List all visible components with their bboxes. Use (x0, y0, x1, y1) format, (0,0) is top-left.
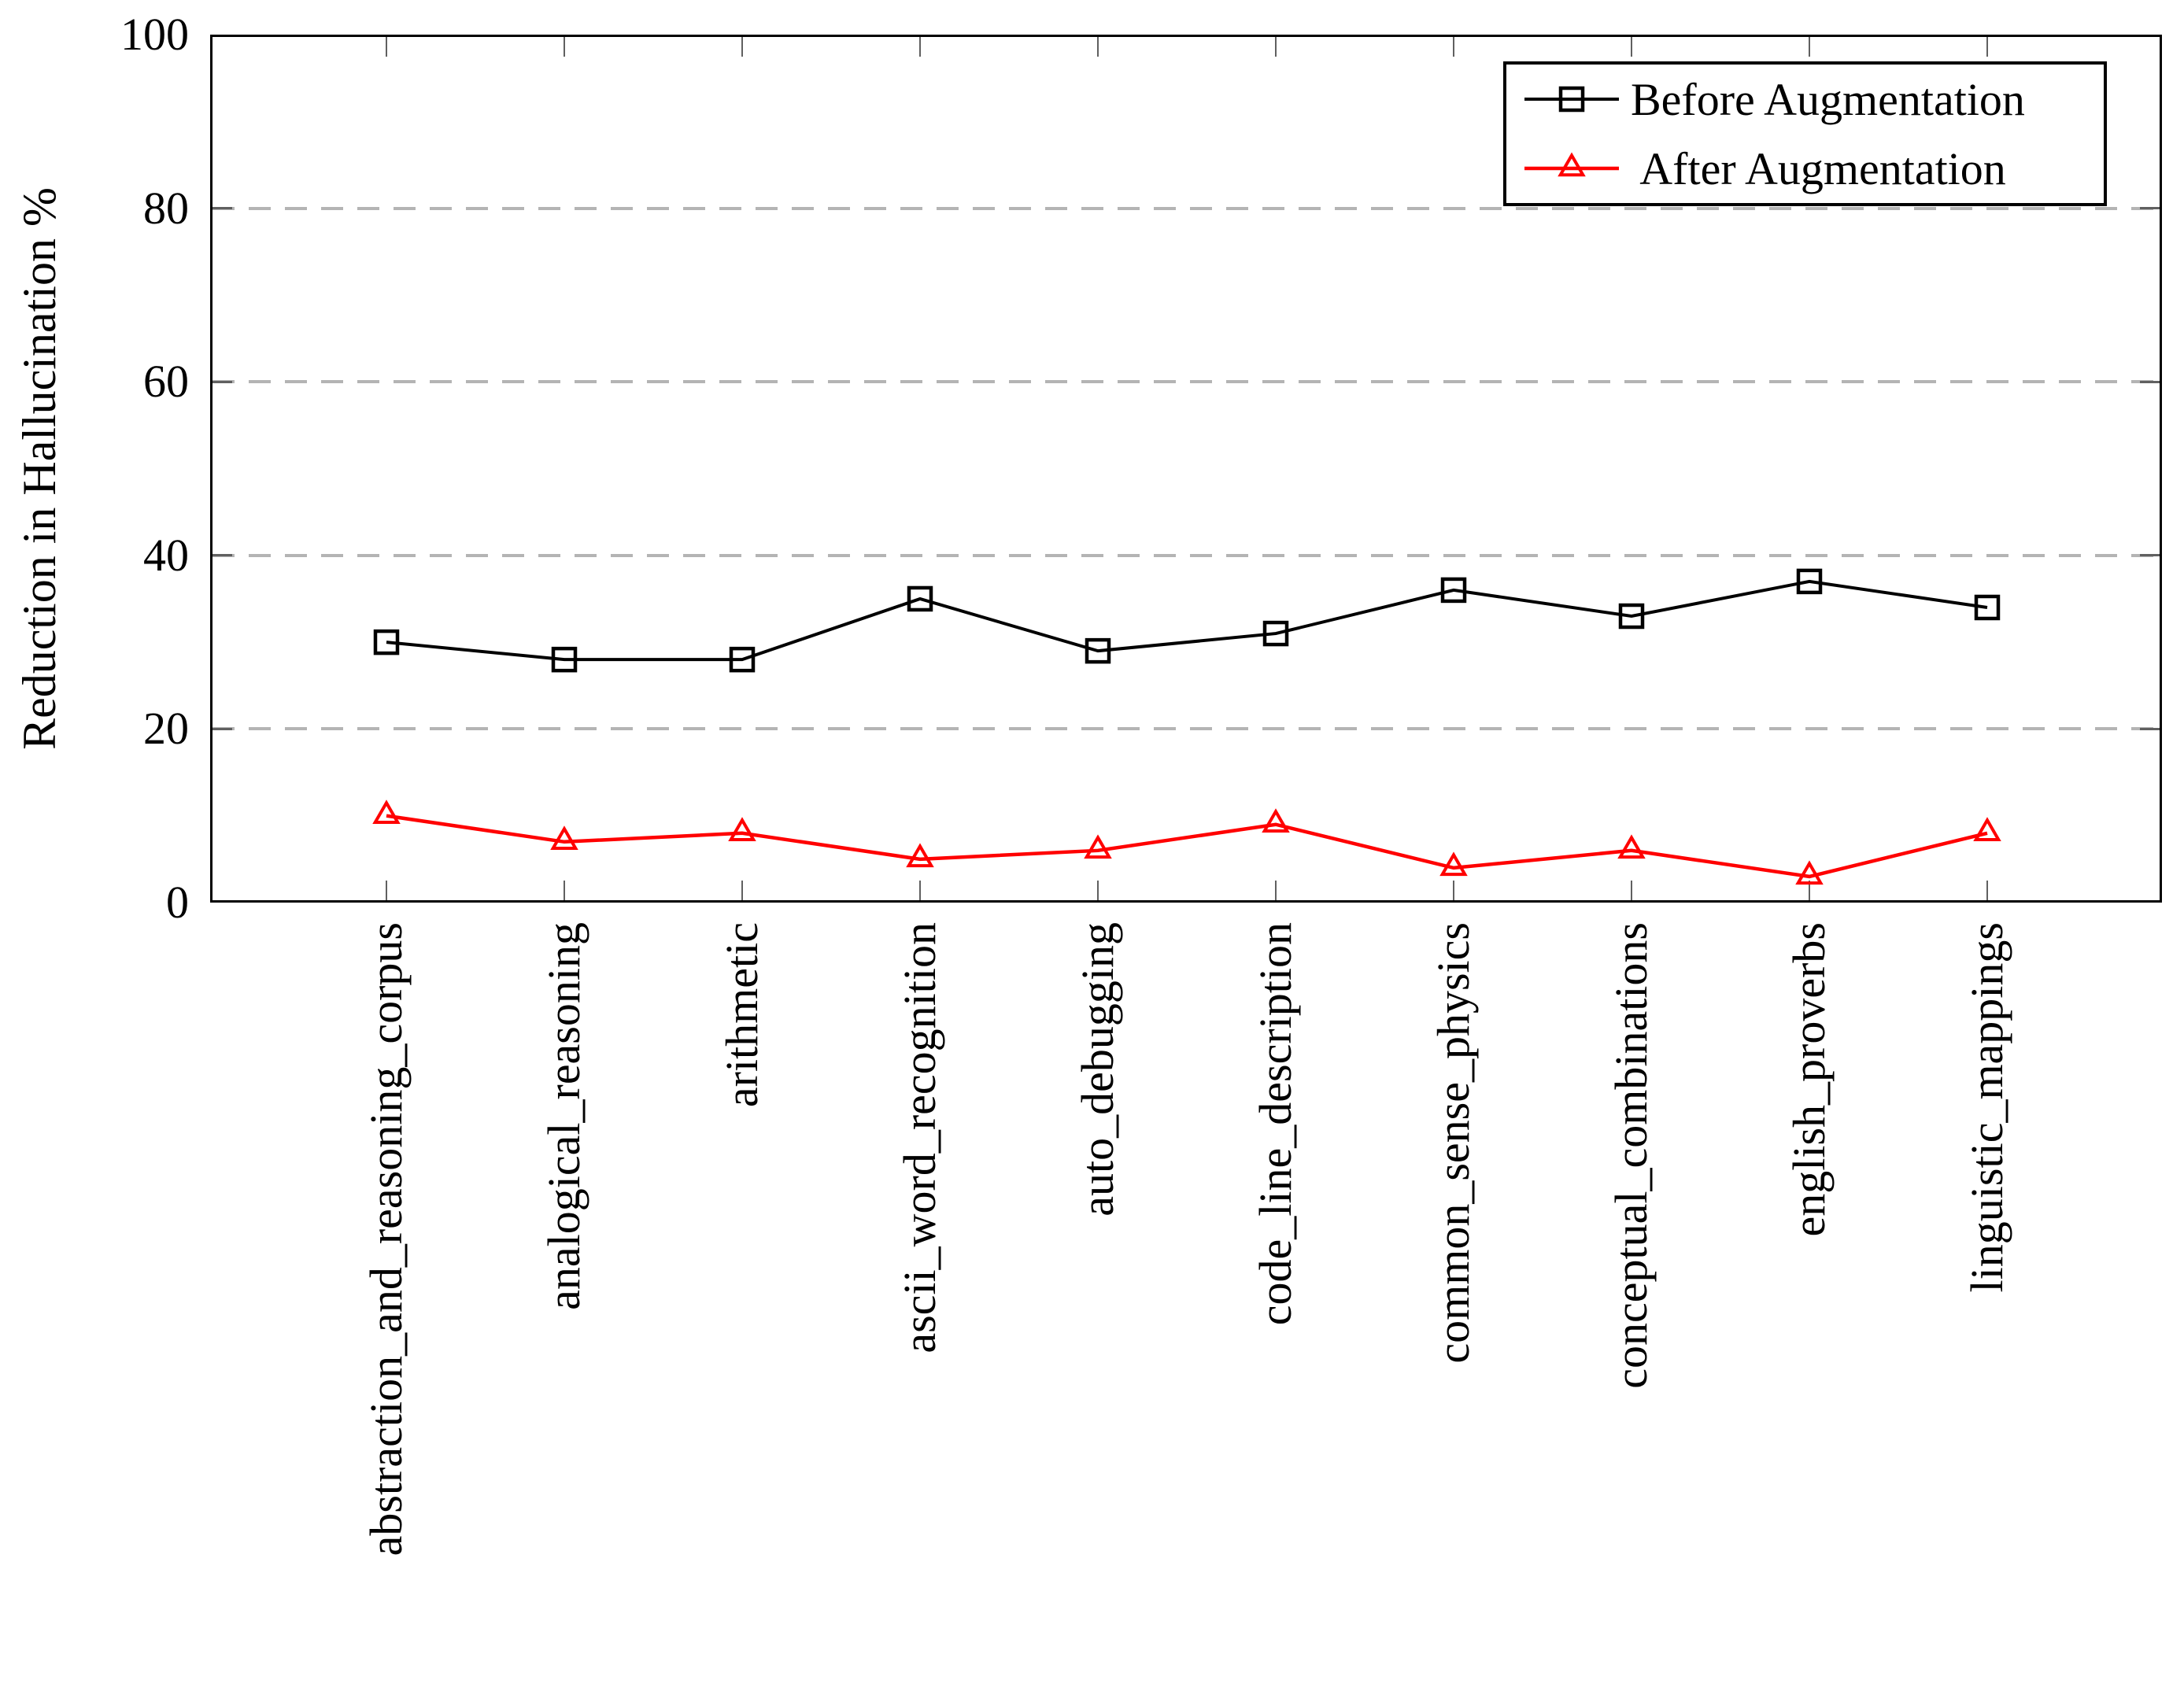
x-tick-label: arithmetic (716, 922, 767, 1108)
y-tick-left (212, 554, 232, 557)
square-marker-icon (1521, 72, 1623, 127)
x-tick-label: abstraction_and_reasoning_corpus (360, 922, 412, 1557)
x-tick-top (1097, 37, 1099, 57)
gridline-20 (212, 727, 2160, 731)
y-tick-left (212, 380, 232, 383)
legend-item-before-augmentation: Before Augmentation (1521, 68, 2104, 130)
y-tick-label-0: 0 (166, 877, 189, 928)
triangle-marker (1439, 851, 1468, 877)
gridline-60 (212, 380, 2160, 384)
x-tick-top (1275, 37, 1277, 57)
square-marker (1974, 594, 2001, 621)
legend: Before Augmentation After Augmentation (1503, 61, 2107, 206)
triangle-marker (550, 825, 578, 851)
y-axis-title: Reduction in Hallucination % (13, 187, 65, 750)
square-marker (1796, 568, 1823, 595)
x-tick-bottom (386, 881, 387, 900)
x-tick-top (1986, 37, 1988, 57)
y-axis-title-area: Reduction in Hallucination % (0, 35, 79, 903)
triangle-marker (1262, 808, 1290, 833)
gridline-40 (212, 553, 2160, 557)
x-tick-label: english_proverbs (1783, 922, 1835, 1237)
x-tick-label: conceptual_combinations (1606, 922, 1657, 1389)
square-marker (373, 629, 400, 655)
y-tick-label-80: 80 (143, 182, 189, 234)
triangle-marker (728, 817, 756, 842)
y-tick-label-40: 40 (143, 529, 189, 581)
x-tick-bottom (564, 881, 565, 900)
x-tick-top (564, 37, 565, 57)
x-tick-bottom (1986, 881, 1988, 900)
y-tick-label-100: 100 (120, 9, 189, 60)
x-tick-top (1809, 37, 1810, 57)
x-tick-top (919, 37, 921, 57)
x-tick-bottom (1631, 881, 1632, 900)
x-tick-top (1631, 37, 1632, 57)
triangle-marker (906, 843, 934, 868)
x-tick-bottom (1453, 881, 1454, 900)
legend-label: Before Augmentation (1631, 73, 2025, 125)
triangle-marker (1973, 817, 2001, 842)
y-tick-right (2140, 554, 2160, 557)
x-tick-label: analogical_reasoning (538, 922, 589, 1310)
square-marker (551, 646, 578, 673)
square-marker (1558, 86, 1585, 113)
x-tick-label: linguistic_mappings (1961, 922, 2012, 1293)
y-tick-label-60: 60 (143, 356, 189, 408)
x-tick-bottom (741, 881, 743, 900)
triangle-marker (1617, 834, 1646, 859)
square-marker (1440, 577, 1467, 604)
legend-label: After Augmentation (1631, 142, 2006, 194)
x-tick-label: code_line_description (1250, 922, 1301, 1326)
x-tick-top (741, 37, 743, 57)
series-line-before-augmentation (386, 579, 1988, 662)
y-tick-right (2140, 380, 2160, 383)
y-tick-left (212, 207, 232, 210)
y-tick-right (2140, 727, 2160, 730)
x-tick-label: auto_debugging (1072, 922, 1123, 1217)
square-marker (1085, 637, 1111, 664)
x-tick-label: common_sense_physics (1428, 922, 1479, 1364)
triangle-marker (1084, 834, 1112, 859)
x-tick-bottom (919, 881, 921, 900)
triangle-marker (1558, 152, 1586, 177)
series-line-after-augmentation (386, 814, 1988, 879)
gridline-80 (212, 206, 2160, 210)
triangle-marker (372, 799, 401, 824)
square-marker (1618, 603, 1645, 630)
square-marker (1262, 620, 1289, 647)
x-tick-bottom (1809, 881, 1810, 900)
legend-item-after-augmentation: After Augmentation (1521, 138, 2104, 199)
y-tick-left (212, 727, 232, 730)
square-marker (729, 646, 756, 673)
triangle-marker (1795, 860, 1824, 885)
y-tick-right (2140, 207, 2160, 210)
x-tick-bottom (1275, 881, 1277, 900)
series-plot-canvas (372, 568, 2001, 885)
x-tick-top (386, 37, 387, 57)
x-tick-top (1453, 37, 1454, 57)
y-tick-label-20: 20 (143, 703, 189, 755)
plot-area (210, 35, 2162, 903)
triangle-marker-icon (1521, 141, 1623, 196)
x-tick-bottom (1097, 881, 1099, 900)
square-marker (907, 585, 933, 612)
x-tick-label: ascii_word_recognition (894, 922, 945, 1353)
